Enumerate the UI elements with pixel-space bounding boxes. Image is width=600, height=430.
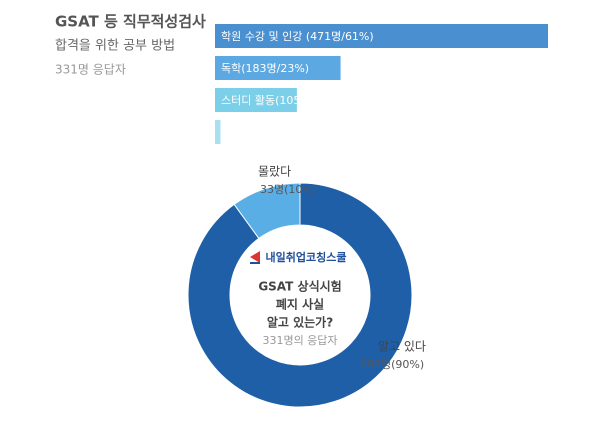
bar [215, 88, 297, 112]
slice-value: 33명(10%) [260, 183, 317, 196]
center-note: 331명의 응답자 [262, 334, 337, 347]
bar-label: 기타(9명/1%) [221, 126, 288, 139]
bar-label: 스터디 활동(105명/15%) [221, 93, 343, 107]
slice-label: 알고 있다 [378, 340, 426, 354]
bar-title: GSAT 등 직무적성검사 [55, 13, 206, 31]
logo: 내일취업코칭스쿨 [266, 250, 347, 264]
bar-subtitle: 합격을 위한 공부 방법 [55, 39, 175, 54]
bar-label: 학원 수강 및 인강 (471명/61%) [221, 30, 374, 43]
bar [215, 56, 341, 80]
slice-value: 298명(90%) [360, 358, 424, 371]
center-text: 폐지 사실 [276, 297, 324, 312]
center-text: GSAT 상식시험 [258, 279, 341, 294]
bar-note: 331명 응답자 [55, 63, 126, 77]
bar [215, 120, 221, 144]
bar [215, 24, 548, 48]
bar-label: 독학(183명/23%) [221, 62, 309, 75]
logo-icon [250, 251, 260, 263]
donut-center [230, 225, 370, 365]
slice-label: 몰랐다 [258, 165, 291, 179]
center-text: 알고 있는가? [267, 315, 333, 330]
